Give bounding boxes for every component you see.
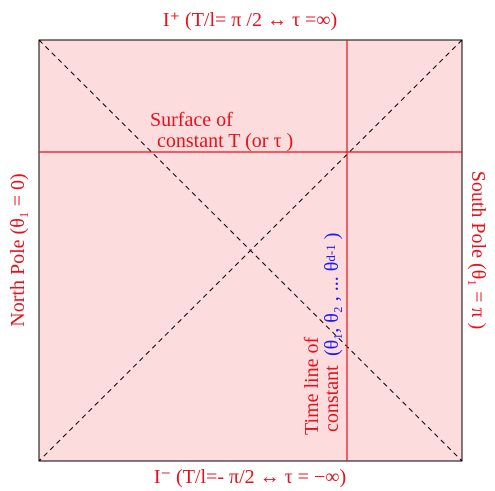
bottom-label: I⁻ (T/l=- π/2 ↔ τ = −∞) xyxy=(154,466,346,488)
timeline-label: Time line of xyxy=(301,337,323,435)
top-label: I⁺ (T/l= π /2 ↔ τ =∞) xyxy=(163,9,337,31)
surface-label: Surface of xyxy=(150,109,233,131)
left-label: North Pole (θ₁ = 0) xyxy=(7,173,29,326)
right-label: South Pole (θ₁ = π ) xyxy=(467,171,489,330)
angles-main: (θ₁, θ₂ , ... θ xyxy=(321,262,343,356)
angles-label: (θ₁, θ₂ , ... θd-1 ) xyxy=(321,233,343,356)
surface-label: constant T (or τ ) xyxy=(157,130,293,152)
timeline-label: constant xyxy=(321,365,343,432)
angles-sub: d-1 xyxy=(323,244,338,261)
angles-end: ) xyxy=(321,233,343,245)
diagonal xyxy=(38,39,463,462)
